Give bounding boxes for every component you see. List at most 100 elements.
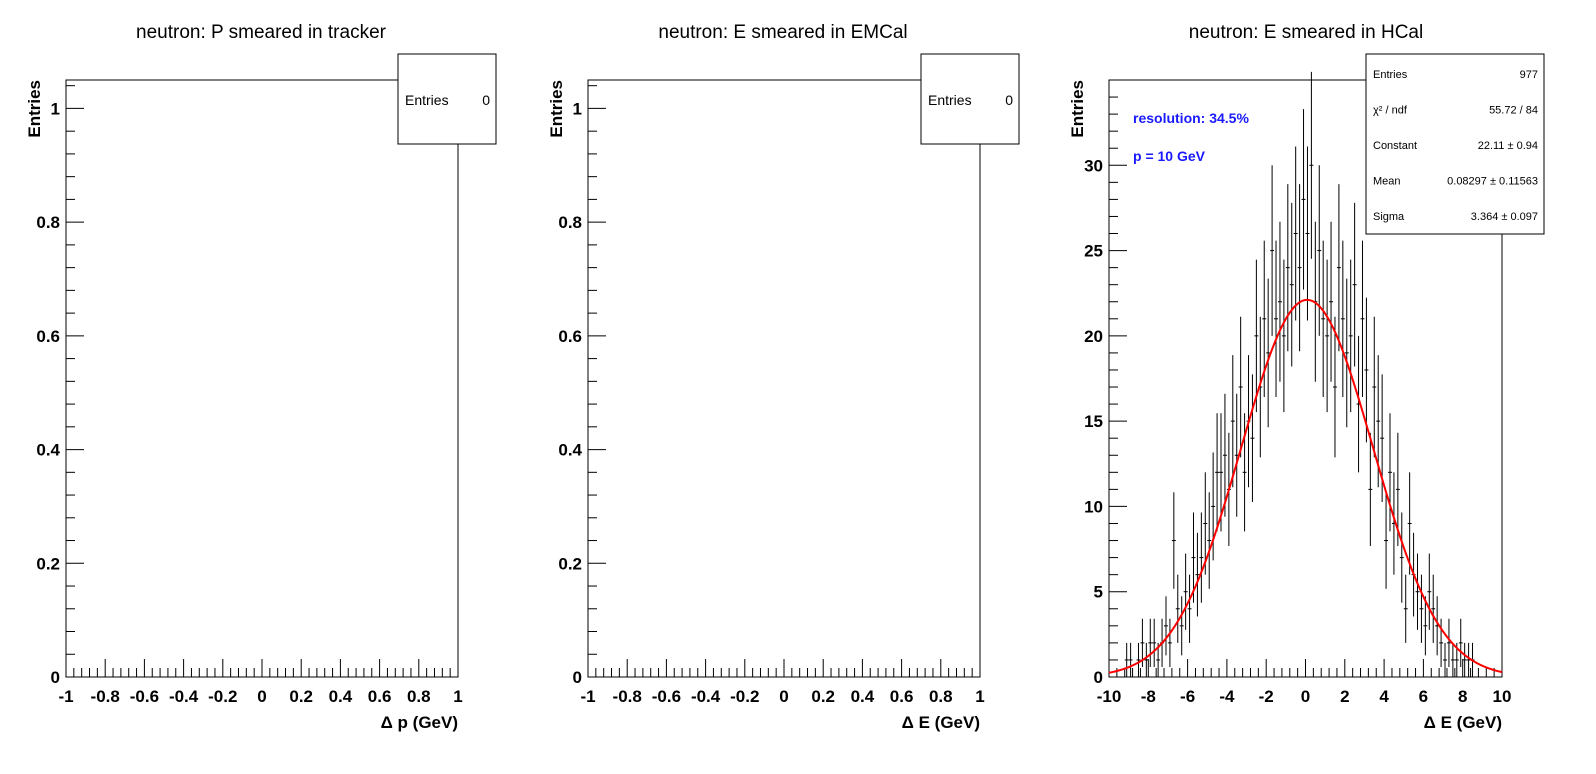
stats-box: Entries 0 — [920, 53, 1020, 145]
stats-value: 0 — [482, 92, 490, 108]
data-point — [1309, 71, 1314, 259]
data-point — [1266, 278, 1271, 428]
data-point — [1285, 184, 1290, 352]
data-point — [1191, 512, 1196, 603]
chart-title: neutron: E smeared in HCal — [1189, 22, 1423, 43]
y-tick-label: 0 — [573, 668, 582, 687]
data-point — [1183, 553, 1188, 630]
data-point — [1372, 316, 1377, 458]
x-tick-label: -1 — [580, 687, 595, 706]
data-point — [1124, 642, 1129, 677]
data-point — [1274, 240, 1278, 397]
stats-value: 0.08297 ± 0.11563 — [1447, 176, 1538, 188]
x-tick-label: 1 — [453, 687, 462, 706]
x-tick-label: 0 — [1301, 687, 1310, 706]
data-point — [1301, 109, 1306, 290]
data-point — [1171, 492, 1176, 589]
x-tick-label: -0.2 — [730, 687, 759, 706]
data-point — [1344, 278, 1349, 428]
stats-box: Entries 977 χ² / ndf 55.72 / 84 Constant 22.1… — [1365, 53, 1545, 235]
data-point — [1407, 472, 1412, 575]
y-tick-label: 15 — [1084, 412, 1103, 431]
x-tick-label: 0.4 — [329, 687, 353, 706]
stats-value: 55.72 / 84 — [1489, 105, 1538, 117]
chart-title: neutron: P smeared in tracker — [136, 22, 387, 43]
stats-label: Entries — [405, 92, 449, 108]
x-tick-label: 0.4 — [851, 687, 875, 706]
x-tick-label: -0.6 — [652, 687, 681, 706]
data-point — [1305, 146, 1310, 321]
x-tick-label: 0.6 — [368, 687, 392, 706]
y-axis-label: Entries — [547, 80, 566, 138]
stats-label: Sigma — [1373, 211, 1405, 223]
x-axis-label: Δ E (GeV) — [902, 713, 980, 732]
data-point — [1317, 165, 1322, 336]
stats-box-frame — [397, 53, 497, 145]
data-point — [1462, 642, 1467, 677]
y-tick-label: 0.4 — [36, 441, 60, 460]
data-point — [1277, 221, 1282, 382]
data-point — [1336, 184, 1341, 352]
stats-value: 977 — [1520, 69, 1538, 81]
x-tick-label: -4 — [1219, 687, 1235, 706]
y-tick-label: 0 — [51, 668, 60, 687]
data-point — [1199, 512, 1204, 603]
data-point — [1427, 553, 1432, 630]
plot-frame — [65, 79, 459, 678]
data-point — [1270, 165, 1275, 336]
data-point — [1289, 202, 1294, 367]
x-tick-label: -0.2 — [208, 687, 237, 706]
x-tick-label: 0.6 — [890, 687, 914, 706]
data-point — [1179, 596, 1184, 656]
data-point — [1443, 642, 1447, 677]
data-point — [1187, 574, 1192, 643]
x-tick-label: -0.8 — [91, 687, 120, 706]
x-tick-label: -2 — [1259, 687, 1274, 706]
stats-box: Entries 0 — [397, 53, 497, 145]
x-tick-label: -0.8 — [613, 687, 642, 706]
y-tick-label: 0.2 — [36, 554, 60, 573]
data-point — [1164, 596, 1168, 656]
data-point — [1175, 574, 1180, 643]
y-tick-label: 0.8 — [36, 213, 60, 232]
x-tick-label: -0.6 — [130, 687, 159, 706]
stats-box-frame — [1365, 53, 1545, 235]
stats-label: Mean — [1373, 176, 1401, 188]
data-point — [1415, 553, 1420, 630]
y-tick-label: 0.6 — [36, 327, 60, 346]
x-tick-label: -0.4 — [691, 687, 721, 706]
data-point — [1297, 184, 1302, 352]
data-point — [1364, 297, 1369, 443]
y-tick-label: 5 — [1094, 583, 1103, 602]
y-axis-label: Entries — [1068, 80, 1087, 138]
chart-title: neutron: E smeared in EMCal — [658, 22, 907, 43]
stats-label: Entries — [1373, 69, 1408, 81]
y-tick-label: 20 — [1084, 327, 1103, 346]
annotation-text: p = 10 GeV — [1133, 148, 1206, 164]
data-point — [1423, 596, 1428, 656]
stats-box-frame — [920, 53, 1020, 145]
y-tick-label: 1 — [51, 99, 60, 118]
x-tick-label: -0.4 — [169, 687, 199, 706]
data-point — [1238, 316, 1243, 458]
data-point — [1203, 472, 1208, 575]
x-tick-label: 4 — [1379, 687, 1389, 706]
y-tick-label: 0 — [1094, 668, 1103, 687]
data-point — [1222, 393, 1227, 517]
stats-label: Entries — [928, 92, 972, 108]
data-point — [1450, 642, 1455, 677]
x-axis-label: Δ p (GeV) — [381, 713, 458, 732]
data-point — [1403, 574, 1408, 643]
data-point — [1321, 240, 1326, 397]
stats-label: χ² / ndf — [1373, 105, 1408, 117]
x-tick-label: 2 — [1340, 687, 1349, 706]
data-point — [1431, 574, 1436, 643]
x-tick-label: 0.2 — [289, 687, 313, 706]
x-tick-label: -8 — [1141, 687, 1156, 706]
data-point — [1207, 492, 1212, 589]
data-point — [1144, 642, 1149, 677]
data-point — [1293, 146, 1298, 321]
data-point — [1250, 374, 1255, 503]
y-tick-label: 0.6 — [558, 327, 582, 346]
data-point — [1215, 413, 1220, 532]
